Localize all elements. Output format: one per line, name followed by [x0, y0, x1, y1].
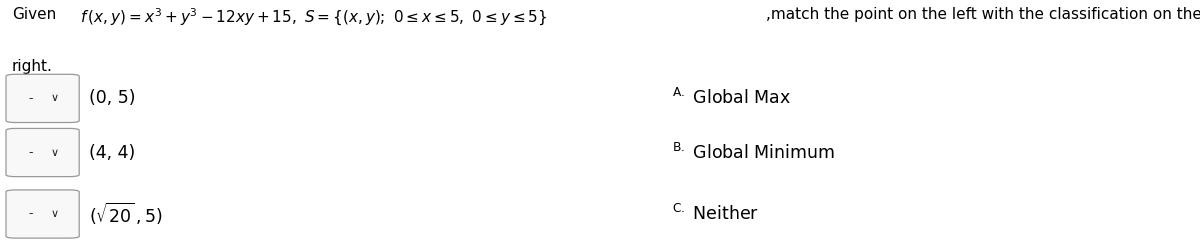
Text: -: -	[29, 146, 32, 159]
Text: $^{\mathsf{A.}}$ Global Max: $^{\mathsf{A.}}$ Global Max	[672, 88, 791, 108]
Text: ∨: ∨	[50, 148, 59, 157]
Text: ∨: ∨	[50, 209, 59, 219]
FancyBboxPatch shape	[6, 74, 79, 123]
Text: $f\,(x,y)=x^3+y^3-12xy+15,\ S=\{(x,y);\ 0{\leq}x{\leq}5,\ 0{\leq}y{\leq}5\}$: $f\,(x,y)=x^3+y^3-12xy+15,\ S=\{(x,y);\ …	[80, 7, 547, 29]
Text: Given: Given	[12, 7, 56, 22]
Text: $^{\mathsf{C.}}$ Neither: $^{\mathsf{C.}}$ Neither	[672, 204, 760, 224]
Text: $^{\mathsf{B.}}$ Global Minimum: $^{\mathsf{B.}}$ Global Minimum	[672, 142, 835, 163]
FancyBboxPatch shape	[6, 190, 79, 238]
Text: -: -	[29, 208, 32, 220]
Text: ,match the point on the left with the classification on the: ,match the point on the left with the cl…	[766, 7, 1200, 22]
Text: -: -	[29, 92, 32, 105]
Text: (0, 5): (0, 5)	[89, 89, 136, 108]
FancyBboxPatch shape	[6, 128, 79, 177]
Text: (4, 4): (4, 4)	[89, 143, 136, 162]
Text: ∨: ∨	[50, 93, 59, 103]
Text: right.: right.	[12, 59, 53, 74]
Text: $(\sqrt{20}\,,5)$: $(\sqrt{20}\,,5)$	[89, 201, 162, 227]
